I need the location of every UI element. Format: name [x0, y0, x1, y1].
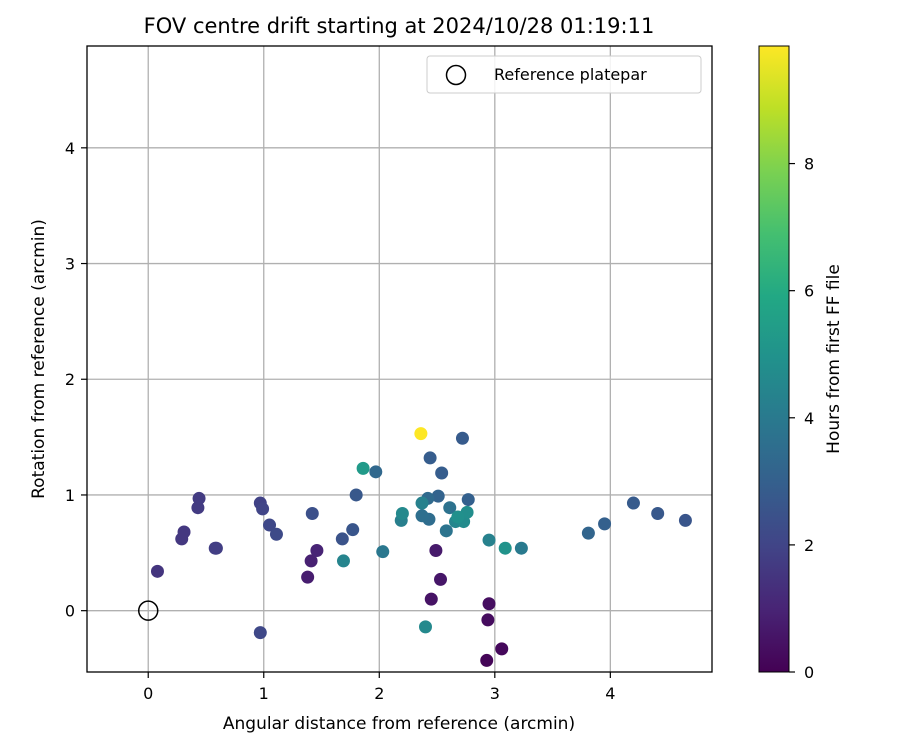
scatter-point: [481, 613, 495, 627]
scatter-point: [424, 592, 438, 606]
plot-area: [87, 46, 712, 672]
scatter-point: [415, 496, 429, 510]
scatter-point: [429, 544, 443, 558]
scatter-point: [482, 597, 496, 611]
scatter-point: [461, 493, 475, 507]
axis-ticks: 0 1 2 3 4 0 1 2 3 4: [65, 139, 616, 703]
scatter-point: [495, 642, 509, 656]
scatter-point: [376, 545, 390, 559]
y-tick-label: 3: [65, 255, 75, 274]
y-tick-label: 1: [65, 486, 75, 505]
colorbar-tick-label: 2: [804, 536, 814, 555]
x-tick-label: 0: [143, 684, 153, 703]
legend-marker-reference: [445, 64, 467, 86]
colorbar-ticks: 0 2 4 6 8: [789, 155, 814, 682]
legend-label-reference: Reference platepar: [494, 65, 647, 84]
scatter-point: [253, 626, 267, 640]
plot-frame: [86, 45, 713, 673]
scatter-point: [256, 502, 270, 516]
y-tick-label: 4: [65, 139, 75, 158]
scatter-point: [336, 554, 350, 568]
y-axis-label: Rotation from reference (arcmin): [29, 219, 49, 499]
legend: Reference platepar: [426, 55, 702, 94]
x-tick-label: 2: [374, 684, 384, 703]
scatter-point: [304, 554, 318, 568]
colorbar-tick-label: 4: [804, 409, 814, 428]
scatter-point: [435, 466, 449, 480]
scatter-point: [305, 506, 319, 520]
reference-platepar-marker: [137, 600, 159, 621]
grid: [87, 46, 712, 672]
scatter-point: [415, 509, 429, 523]
scatter-point: [356, 461, 370, 475]
scatter-point: [177, 525, 191, 539]
scatter-point: [192, 491, 206, 505]
scatter-point: [455, 431, 469, 445]
colorbar-tick-label: 0: [804, 663, 814, 682]
scatter-point: [443, 501, 457, 515]
scatter-point: [626, 496, 640, 510]
scatter-point: [598, 517, 612, 531]
x-tick-label: 3: [490, 684, 500, 703]
colorbar-gradient: [758, 45, 790, 673]
scatter-point: [514, 541, 528, 555]
scatter-point: [581, 526, 595, 540]
x-tick-label: 1: [259, 684, 269, 703]
scatter-point: [480, 653, 494, 667]
scatter-point: [434, 572, 448, 586]
colorbar-tick-label: 6: [804, 282, 814, 301]
scatter-point: [301, 570, 315, 584]
scatter-point: [439, 524, 453, 538]
scatter-point: [678, 513, 692, 527]
y-tick-label: 2: [65, 370, 75, 389]
x-axis-label: Angular distance from reference (arcmin): [223, 714, 575, 734]
scatter-point: [369, 465, 383, 479]
y-tick-label: 0: [65, 602, 75, 621]
scatter-point: [349, 488, 363, 502]
scatter-point: [346, 523, 360, 537]
scatter-point: [451, 510, 465, 524]
scatter-point: [418, 620, 432, 634]
scatter-point: [395, 506, 409, 520]
scatter-point: [482, 533, 496, 547]
scatter-point: [150, 564, 164, 578]
scatter-point: [498, 541, 512, 555]
colorbar-label: Hours from first FF file: [824, 264, 844, 454]
scatter-points: [137, 427, 692, 667]
scatter-point: [269, 527, 283, 541]
scatter-point: [651, 506, 665, 520]
colorbar: 0 2 4 6 8 Hours from first FF file: [758, 45, 844, 682]
legend-box: [426, 55, 702, 94]
scatter-point: [423, 451, 437, 465]
scatter-point: [414, 427, 428, 441]
scatter-point: [310, 544, 324, 558]
scatter-point: [263, 518, 277, 532]
scatter-point: [209, 541, 223, 555]
scatter-point: [335, 532, 349, 546]
scatter-point: [431, 489, 445, 503]
x-tick-label: 4: [605, 684, 615, 703]
colorbar-tick-label: 8: [804, 155, 814, 174]
chart-title: FOV centre drift starting at 2024/10/28 …: [144, 14, 655, 38]
